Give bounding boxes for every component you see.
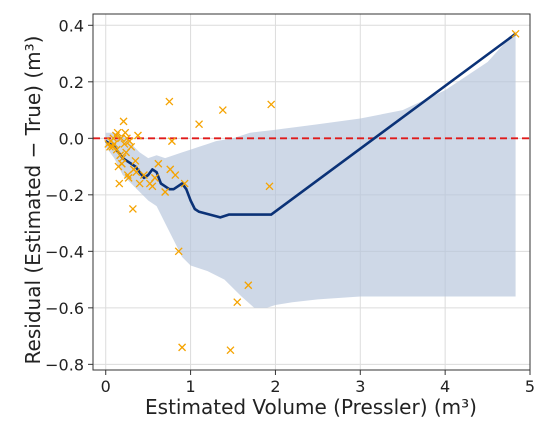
data-point — [174, 247, 183, 256]
data-point — [233, 298, 242, 307]
x-tick-label: 1 — [185, 377, 195, 396]
data-point-stroke — [265, 182, 274, 191]
y-axis-label: Residual (Estimated − True) (m³) — [21, 36, 45, 365]
data-point — [161, 188, 170, 196]
x-tick-label: 2 — [270, 377, 280, 396]
data-point — [128, 204, 137, 213]
y-tick-label: −0.2 — [45, 186, 84, 205]
data-point — [226, 346, 235, 355]
data-point — [171, 171, 180, 180]
data-point — [178, 343, 187, 352]
data-point-stroke — [233, 298, 242, 307]
data-point — [265, 182, 274, 191]
data-point-stroke — [150, 173, 159, 182]
data-point — [125, 137, 134, 146]
y-tick-label: 0.4 — [59, 16, 84, 35]
data-point-stroke — [115, 179, 124, 188]
confidence-band — [105, 31, 516, 308]
scatter-points — [104, 29, 520, 355]
data-point-stroke — [112, 145, 121, 154]
data-point — [150, 173, 159, 182]
data-point — [135, 179, 144, 188]
x-tick-label: 3 — [355, 377, 365, 396]
data-point-stroke — [110, 140, 119, 148]
data-point-stroke — [166, 165, 175, 174]
y-tick-label: −0.6 — [45, 299, 84, 318]
data-point — [113, 128, 122, 137]
data-point — [117, 134, 125, 143]
data-point — [110, 140, 119, 148]
confidence-band-area — [105, 31, 516, 308]
y-tick-label: −0.4 — [45, 242, 84, 261]
data-point-stroke — [267, 100, 276, 109]
y-tick-label: 0.2 — [59, 73, 84, 92]
data-point — [134, 131, 142, 140]
data-point-stroke — [218, 106, 227, 115]
data-point-stroke — [106, 142, 114, 151]
data-point — [218, 106, 227, 115]
data-point-stroke — [174, 247, 183, 256]
data-point — [118, 154, 127, 163]
data-point-stroke — [119, 117, 128, 126]
data-point — [165, 97, 174, 106]
data-point — [180, 179, 189, 188]
data-point-stroke — [178, 343, 187, 352]
data-point-stroke — [132, 168, 141, 177]
x-axis-ticks: 0 1 2 3 4 5 — [101, 370, 535, 396]
data-point — [132, 168, 141, 177]
data-point-stroke — [139, 171, 148, 180]
y-tick-label: −0.8 — [45, 355, 84, 374]
y-axis-ticks: 0.4 0.2 0.0 −0.2 −0.4 −0.6 −0.8 — [45, 16, 93, 374]
data-point-stroke — [511, 29, 520, 38]
data-point-stroke — [117, 159, 126, 168]
y-tick-label: 0.0 — [59, 129, 84, 148]
data-point — [511, 29, 520, 38]
data-point — [267, 100, 276, 109]
data-point — [124, 173, 133, 182]
data-point — [139, 171, 148, 180]
data-point — [120, 140, 129, 148]
data-point — [112, 145, 121, 154]
data-point-stroke — [161, 188, 170, 196]
data-point — [167, 137, 176, 146]
data-point-stroke — [135, 179, 144, 188]
data-point — [148, 182, 157, 191]
data-point-stroke — [118, 154, 127, 163]
data-point-stroke — [148, 182, 157, 191]
data-point — [119, 117, 128, 126]
data-point-stroke — [128, 204, 137, 213]
data-point-stroke — [134, 131, 142, 140]
data-point — [131, 156, 140, 165]
data-point-stroke — [124, 173, 133, 182]
x-axis-label: Estimated Volume (Pressler) (m³) — [145, 395, 477, 419]
data-point-stroke — [171, 171, 180, 180]
data-point-stroke — [131, 156, 140, 165]
x-tick-label: 4 — [440, 377, 450, 396]
x-tick-label: 0 — [101, 377, 111, 396]
data-point-stroke — [180, 179, 189, 188]
data-point-stroke — [117, 134, 125, 143]
data-point — [154, 159, 163, 168]
x-tick-label: 5 — [525, 377, 535, 396]
data-point-stroke — [154, 159, 163, 168]
data-point — [115, 179, 124, 188]
axes-frame — [92, 13, 531, 371]
data-point-stroke — [244, 281, 253, 290]
data-point — [195, 120, 204, 129]
plot-frame — [92, 13, 531, 371]
data-point — [121, 128, 130, 137]
data-point-stroke — [113, 128, 122, 137]
data-point-stroke — [125, 137, 134, 146]
data-point — [127, 142, 136, 151]
data-point-stroke — [121, 128, 130, 137]
data-point-stroke — [120, 140, 129, 148]
data-point-stroke — [127, 142, 136, 151]
data-point-stroke — [167, 137, 176, 146]
data-point-stroke — [195, 120, 204, 129]
data-point — [244, 281, 253, 290]
data-point-stroke — [165, 97, 174, 106]
data-point-stroke — [226, 346, 235, 355]
